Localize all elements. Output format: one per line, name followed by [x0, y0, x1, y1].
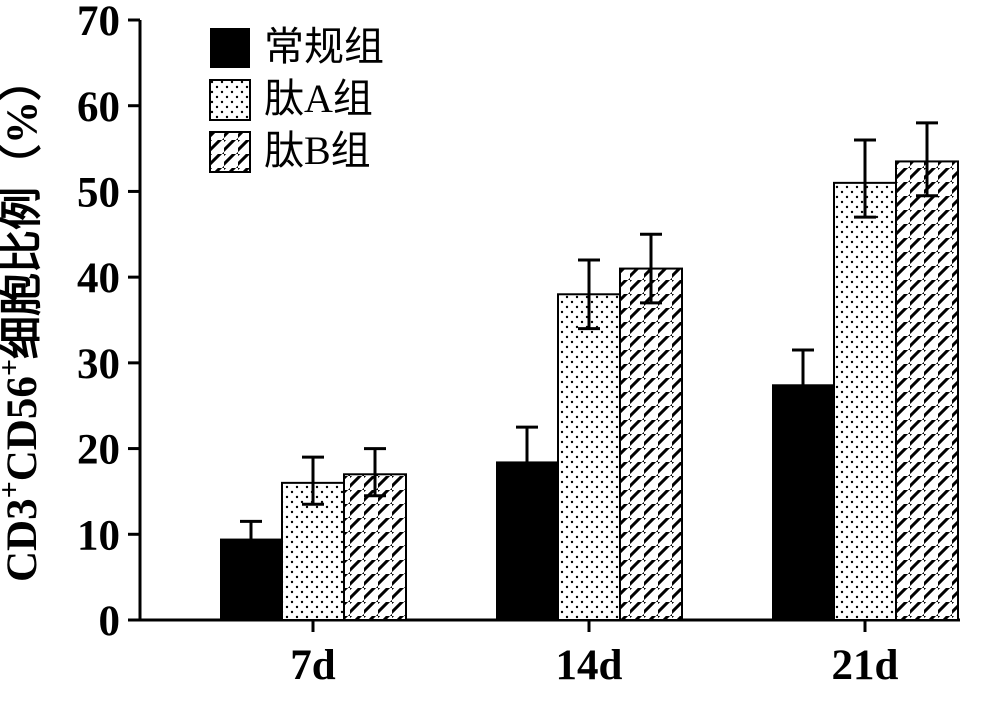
legend-label: 常规组 — [264, 24, 384, 69]
y-axis-label: CD3+CD56+细胞比例（%） — [0, 58, 46, 582]
y-tick-label: 60 — [77, 84, 120, 131]
y-tick-label: 0 — [99, 598, 121, 645]
legend-swatch — [210, 132, 250, 172]
chart-container: 0 10 20 30 40 50 60 70 CD3+CD56+细胞比例（%） 7d 14d 21d 常… — [0, 0, 1000, 702]
y-tick-label: 20 — [77, 427, 120, 474]
bar — [620, 269, 682, 620]
bar — [834, 183, 896, 620]
legend-label: 肽A组 — [264, 76, 373, 121]
y-tick-label: 50 — [77, 169, 120, 216]
bar — [896, 161, 958, 620]
legend-swatch — [210, 80, 250, 120]
x-tick-label: 14d — [556, 642, 623, 689]
bar-chart: 0 10 20 30 40 50 60 70 CD3+CD56+细胞比例（%） 7d 14d 21d 常… — [0, 0, 1000, 702]
y-tick-label: 40 — [77, 255, 120, 302]
legend-swatch — [210, 28, 250, 68]
legend-label: 肽B组 — [264, 128, 371, 173]
x-tick-label: 21d — [832, 642, 899, 689]
y-tick-label: 70 — [77, 0, 120, 45]
y-tick-label: 30 — [77, 341, 120, 388]
bar — [558, 294, 620, 620]
y-tick-label: 10 — [77, 512, 120, 559]
x-tick-label: 7d — [290, 642, 336, 689]
